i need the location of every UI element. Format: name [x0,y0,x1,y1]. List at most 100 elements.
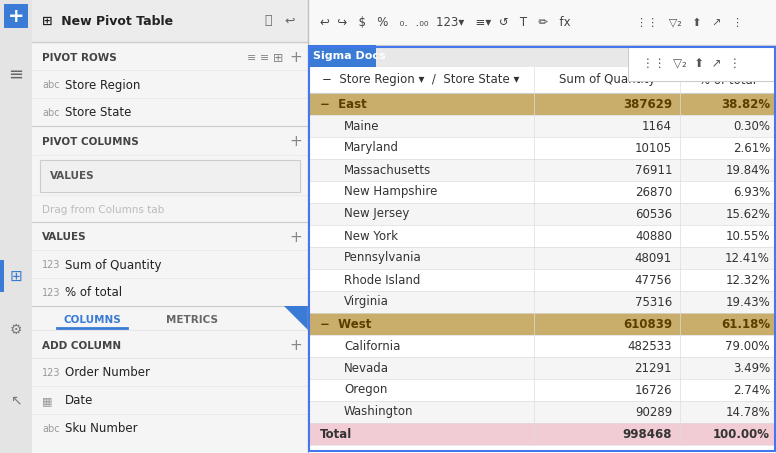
Bar [308,181,776,203]
Text: 387629: 387629 [623,97,672,111]
Text: 2.61%: 2.61% [733,141,770,154]
Bar [308,67,776,453]
Text: 2.74%: 2.74% [733,384,770,396]
Bar [308,335,776,357]
Text: 10.55%: 10.55% [726,230,770,242]
Text: ↩  ↪   $   %   ₀.  .₀₀  123▾   ≡▾  ↺   T   ✏   fx: ↩ ↪ $ % ₀. .₀₀ 123▾ ≡▾ ↺ T ✏ fx [320,15,570,29]
Text: Sum of Quantity: Sum of Quantity [559,73,655,87]
Text: 40880: 40880 [635,230,672,242]
Bar [40,160,300,192]
Text: Store State: Store State [65,106,131,120]
Text: Maine: Maine [344,120,379,132]
Bar [308,137,776,159]
Text: Sku Number: Sku Number [65,423,137,435]
Text: −  Store Region ▾  /  Store State ▾: − Store Region ▾ / Store State ▾ [322,73,519,87]
Text: 123: 123 [42,288,61,298]
Text: −  East: − East [320,97,367,111]
Text: ≡ ≡: ≡ ≡ [247,53,269,63]
Text: New Jersey: New Jersey [344,207,410,221]
Bar [308,379,776,401]
Text: METRICS: METRICS [166,315,218,325]
Text: 6.93%: 6.93% [733,185,770,198]
Text: 38.82%: 38.82% [721,97,770,111]
Text: PIVOT COLUMNS: PIVOT COLUMNS [42,137,139,147]
Text: abc: abc [42,108,60,118]
Text: ⊞: ⊞ [272,52,283,64]
Text: Sum of Quantity: Sum of Quantity [65,259,161,271]
Text: 60536: 60536 [635,207,672,221]
Bar [309,47,775,451]
Text: 76911: 76911 [635,164,672,177]
Text: Store Region: Store Region [65,78,140,92]
Text: Maryland: Maryland [344,141,399,154]
Text: Total: Total [320,428,352,440]
Text: Pennsylvania: Pennsylvania [344,251,421,265]
Text: 1164: 1164 [642,120,672,132]
Text: 47756: 47756 [635,274,672,286]
Text: +: + [289,135,303,149]
Text: ⊞  New Pivot Table: ⊞ New Pivot Table [42,14,173,28]
Text: ↩: ↩ [285,14,295,28]
Bar [308,423,776,445]
Text: 14.78%: 14.78% [726,405,770,419]
Text: 123: 123 [42,368,61,378]
Text: 15.62%: 15.62% [726,207,770,221]
Text: Washington: Washington [344,405,414,419]
Bar [32,0,308,453]
Text: Order Number: Order Number [65,366,150,380]
Text: +: + [289,230,303,245]
Text: ↖: ↖ [10,393,22,407]
Text: Date: Date [65,395,93,408]
Text: +: + [8,6,24,25]
Text: ▦: ▦ [42,396,53,406]
Text: 998468: 998468 [622,428,672,440]
Text: 123: 123 [42,260,61,270]
Text: 100.00%: 100.00% [713,428,770,440]
Text: 10105: 10105 [635,141,672,154]
Text: New York: New York [344,230,398,242]
Text: % of total: % of total [65,286,122,299]
Text: ⋮⋮   ▽₂   ⬆   ↗   ⋮: ⋮⋮ ▽₂ ⬆ ↗ ⋮ [636,17,743,27]
Text: COLUMNS: COLUMNS [63,315,121,325]
Text: 12.32%: 12.32% [726,274,770,286]
Text: 0.30%: 0.30% [733,120,770,132]
Bar [628,45,776,81]
Bar [308,247,776,269]
Bar [308,269,776,291]
Bar [308,45,376,67]
Text: Virginia: Virginia [344,295,389,308]
Text: Sigma Docs: Sigma Docs [313,51,386,61]
Bar [308,313,776,335]
Bar [32,0,308,42]
Bar [308,115,776,137]
Text: 61.18%: 61.18% [721,318,770,331]
Bar [4,4,28,28]
Text: −  West: − West [320,318,372,331]
Text: 19.84%: 19.84% [726,164,770,177]
Text: abc: abc [42,424,60,434]
Text: 12.41%: 12.41% [725,251,770,265]
Text: % of total: % of total [699,73,757,87]
Bar [308,159,776,181]
Text: Nevada: Nevada [344,361,389,375]
Bar [308,203,776,225]
Bar [308,401,776,423]
Text: +: + [289,338,303,353]
Text: 16726: 16726 [635,384,672,396]
Text: Rhode Island: Rhode Island [344,274,421,286]
Text: VALUES: VALUES [50,171,95,181]
Text: ≡: ≡ [9,66,23,84]
Text: 75316: 75316 [635,295,672,308]
Text: abc: abc [42,80,60,90]
Text: ADD COLUMN: ADD COLUMN [42,341,121,351]
Text: 48091: 48091 [635,251,672,265]
Text: 3.49%: 3.49% [733,361,770,375]
Text: ⚙: ⚙ [10,323,23,337]
Text: ⊞: ⊞ [9,269,23,284]
Bar [0,0,32,453]
Text: 79.00%: 79.00% [726,339,770,352]
Bar [308,67,776,93]
Text: Drag from Columns tab: Drag from Columns tab [42,205,165,215]
Text: 🔍: 🔍 [265,14,272,28]
Text: +: + [289,50,303,66]
